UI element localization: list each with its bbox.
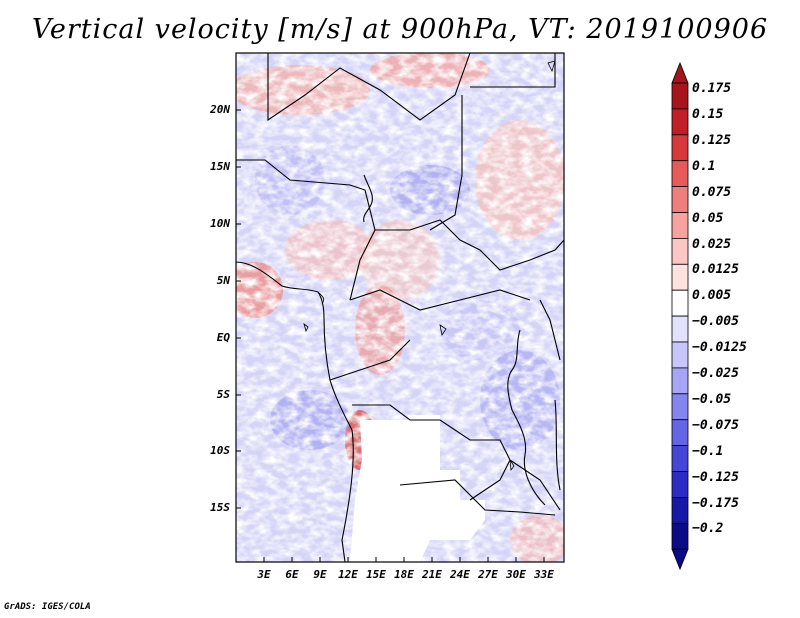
colorbar-box (671, 315, 689, 343)
colorbar-box (671, 212, 689, 239)
lon-label: 30E (506, 568, 526, 581)
lon-label: 24E (450, 568, 470, 581)
lon-label: 18E (394, 568, 414, 581)
colorbar-label: 0.005 (692, 288, 732, 304)
colorbar-label: 0.025 (692, 236, 732, 252)
lat-label: 10N (210, 217, 230, 230)
lon-label: 12E (338, 568, 358, 581)
colorbar-label: 0.125 (692, 132, 732, 148)
colorbar-box (671, 471, 689, 498)
lat-label: 15N (210, 160, 230, 173)
colorbar-box (671, 82, 689, 110)
lat-label: 5S (216, 388, 230, 401)
colorbar-label: −0.125 (692, 469, 739, 485)
colorbar-box (671, 108, 689, 136)
colorbar-label: −0.0125 (692, 340, 747, 356)
map-title: Vertical velocity [m/s] at 900hPa, VT: 2… (31, 14, 769, 45)
lon-label: 9E (313, 568, 327, 581)
colorbar-box (671, 522, 689, 550)
colorbar-top-arrow (671, 61, 689, 84)
colorbar-box (671, 496, 689, 524)
lon-label: 6E (285, 568, 299, 581)
colorbar-label: −0.025 (692, 366, 739, 382)
lat-label: 20N (210, 103, 230, 116)
colorbar-box (671, 263, 689, 291)
colorbar-box (671, 419, 689, 447)
colorbar-box (671, 367, 689, 395)
colorbar-box (671, 341, 689, 369)
lon-label: 3E (257, 568, 271, 581)
colorbar-box (671, 186, 689, 213)
colorbar-label: −0.05 (692, 391, 732, 407)
colorbar-box (671, 134, 689, 162)
colorbar-label: 0.175 (692, 81, 732, 97)
map-frame (235, 52, 565, 563)
colorbar-label: −0.005 (692, 314, 739, 330)
colorbar-box (671, 160, 689, 187)
colorbar-label: −0.2 (692, 521, 724, 537)
colorbar-label: −0.175 (692, 495, 739, 511)
lon-label: 15E (366, 568, 386, 581)
lat-label: 10S (210, 444, 230, 457)
colorbar-box (671, 237, 689, 265)
colorbar-box (671, 393, 689, 421)
colorbar-box (671, 289, 689, 317)
lat-label: 5N (216, 274, 230, 287)
colorbar-label: 0.1 (692, 158, 716, 174)
colorbar-bottom-arrow (671, 548, 689, 571)
grads-credit: GrADS: IGES/COLA (4, 602, 91, 612)
colorbar-label: −0.1 (692, 443, 724, 459)
lon-label: 27E (478, 568, 498, 581)
lat-label: EQ (216, 331, 230, 344)
colorbar-label: 0.05 (692, 210, 724, 226)
velocity-field (236, 53, 564, 562)
colorbar-label: 0.15 (692, 107, 724, 123)
lon-label: 21E (422, 568, 442, 581)
lat-label: 15S (210, 501, 230, 514)
colorbar-label: −0.075 (692, 417, 739, 433)
lon-label: 33E (534, 568, 554, 581)
colorbar-label: 0.0125 (692, 262, 739, 278)
colorbar-label: 0.075 (692, 184, 732, 200)
colorbar-box (671, 445, 689, 472)
